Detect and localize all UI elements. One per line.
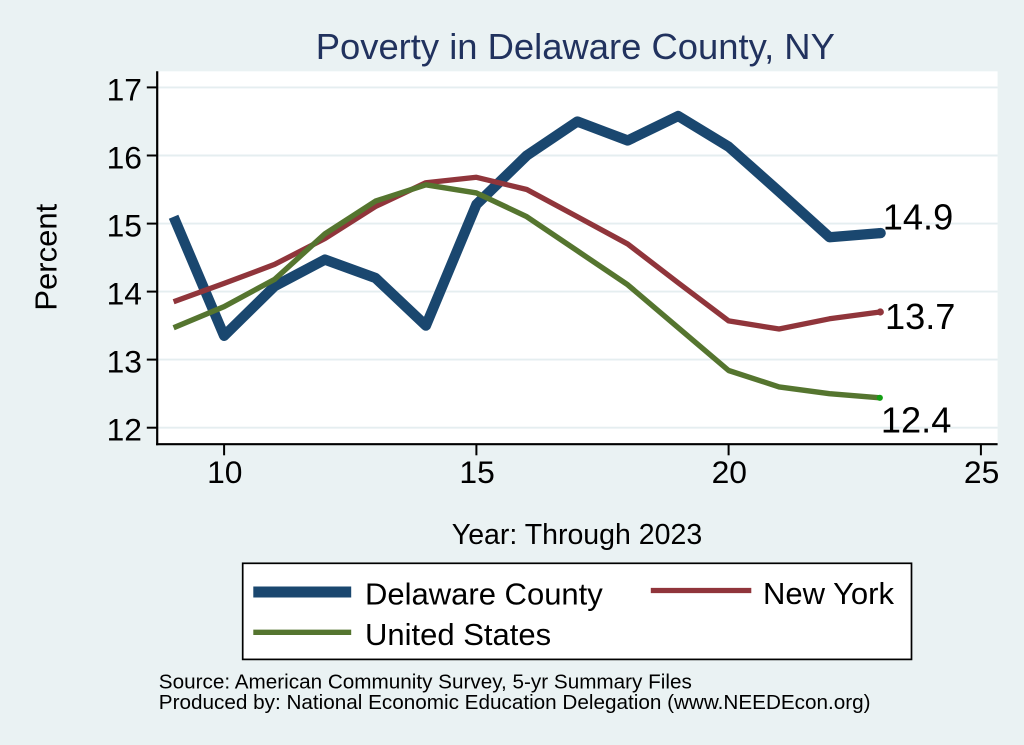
svg-text:16: 16 — [107, 140, 142, 176]
svg-text:Poverty in Delaware County, NY: Poverty in Delaware County, NY — [316, 26, 835, 67]
svg-text:Source: American Community Sur: Source: American Community Survey, 5-yr … — [159, 670, 692, 693]
svg-text:New York: New York — [763, 576, 894, 611]
svg-text:12: 12 — [107, 412, 142, 448]
svg-text:13.7: 13.7 — [885, 296, 955, 337]
svg-text:Produced by: National Economic: Produced by: National Economic Education… — [159, 691, 871, 714]
svg-text:20: 20 — [712, 454, 747, 490]
svg-text:10: 10 — [207, 454, 242, 490]
svg-text:14.9: 14.9 — [883, 196, 953, 237]
svg-text:15: 15 — [459, 454, 494, 490]
svg-text:15: 15 — [107, 208, 142, 244]
svg-text:Year: Through 2023: Year: Through 2023 — [452, 519, 702, 551]
svg-text:17: 17 — [107, 71, 142, 107]
svg-text:Delaware County: Delaware County — [365, 576, 603, 611]
svg-text:12.4: 12.4 — [881, 400, 951, 441]
svg-text:United States: United States — [365, 617, 551, 652]
svg-text:14: 14 — [107, 276, 142, 312]
svg-text:Percent: Percent — [29, 203, 64, 310]
svg-text:13: 13 — [107, 344, 142, 380]
svg-text:25: 25 — [964, 454, 999, 490]
